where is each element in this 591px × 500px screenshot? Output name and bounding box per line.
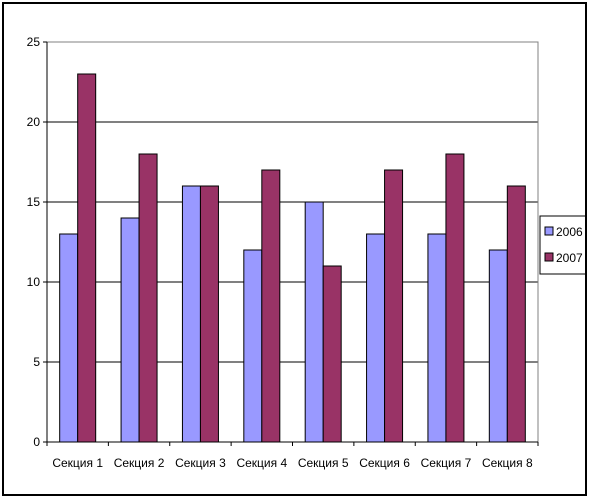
y-tick-label: 0 bbox=[33, 435, 40, 449]
bar-2007-2 bbox=[138, 153, 158, 443]
x-tick-label: Секция 1 bbox=[52, 456, 103, 470]
bar-2006-3 bbox=[181, 185, 201, 443]
bar-2006-7 bbox=[427, 233, 447, 443]
bar-2007-5 bbox=[322, 265, 342, 443]
x-tick-label: Секция 6 bbox=[359, 456, 410, 470]
x-tick-label: Секция 8 bbox=[482, 456, 533, 470]
bar-2007-6 bbox=[384, 169, 404, 443]
x-tick-label: Секция 5 bbox=[298, 456, 349, 470]
bar-chart: 0 5 10 15 20 25 Секция 1 Секция 2 Секция 3 Секция… bbox=[27, 35, 585, 470]
legend-box bbox=[539, 215, 585, 275]
y-tick-label: 5 bbox=[33, 355, 40, 369]
axes: 0 5 10 15 20 25 Секция 1 Секция 2 Секция 3 Секция… bbox=[27, 35, 539, 470]
bar-2007-3 bbox=[199, 185, 219, 443]
legend-label-2007: 2007 bbox=[556, 251, 583, 265]
x-tick-label: Секция 7 bbox=[421, 456, 472, 470]
y-tick-label: 15 bbox=[27, 195, 41, 209]
bar-2006-4 bbox=[243, 249, 263, 443]
x-tick-label: Секция 4 bbox=[236, 456, 287, 470]
bar-2007-1 bbox=[77, 73, 97, 443]
bar-2006-1 bbox=[59, 233, 79, 443]
x-tick-label: Секция 3 bbox=[175, 456, 226, 470]
bar-2006-6 bbox=[366, 233, 386, 443]
bar-2006-8 bbox=[488, 249, 508, 443]
legend-swatch-2006 bbox=[544, 226, 554, 236]
y-tick-label: 25 bbox=[27, 35, 41, 49]
bar-2006-5 bbox=[304, 201, 324, 443]
chart-frame: 0 5 10 15 20 25 Секция 1 Секция 2 Секция 3 Секция… bbox=[2, 2, 587, 496]
legend-label-2006: 2006 bbox=[556, 225, 583, 239]
bar-2007-4 bbox=[261, 169, 281, 443]
bar-2006-2 bbox=[120, 217, 140, 443]
legend-swatch-2007 bbox=[544, 252, 554, 262]
bar-2007-8 bbox=[506, 185, 526, 443]
bar-2007-7 bbox=[445, 153, 465, 443]
y-tick-label: 20 bbox=[27, 115, 41, 129]
y-tick-label: 10 bbox=[27, 275, 41, 289]
x-tick-label: Секция 2 bbox=[114, 456, 165, 470]
legend: 2006 2007 bbox=[539, 215, 585, 275]
